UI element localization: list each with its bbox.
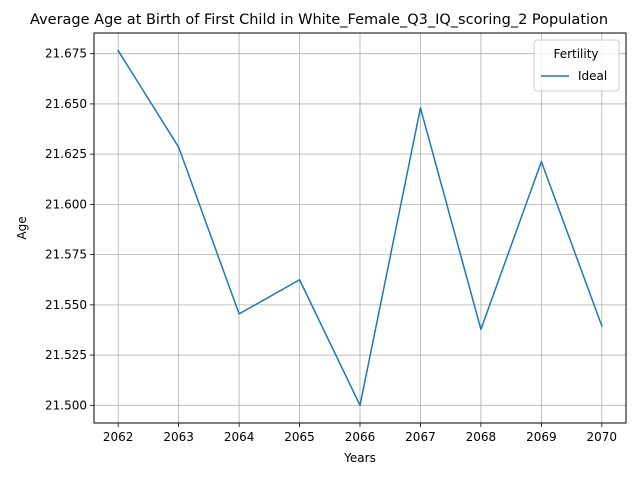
chart-title: Average Age at Birth of First Child in W… [30, 12, 608, 28]
x-tick-label: 2068 [466, 430, 497, 444]
legend: Fertility Ideal [533, 39, 620, 92]
x-tick-label: 2070 [587, 430, 618, 444]
y-tick-label: 21.675 [45, 47, 87, 61]
x-axis: 2062 2063 2064 2065 2066 2067 2068 2069 2070 [103, 423, 617, 444]
x-axis-title: Years [343, 451, 376, 465]
x-tick-label: 2069 [526, 430, 557, 444]
legend-title: Fertility [553, 47, 598, 61]
y-tick-label: 21.650 [45, 97, 87, 111]
y-tick-label: 21.575 [45, 248, 87, 262]
y-tick-label: 21.600 [45, 197, 87, 211]
series-layer [117, 49, 603, 407]
y-tick-label: 21.550 [45, 298, 87, 312]
x-tick-label: 2066 [345, 430, 376, 444]
x-tick-label: 2064 [224, 430, 255, 444]
legend-label-ideal: Ideal [578, 69, 607, 83]
legend-box [533, 39, 620, 92]
x-tick-label: 2065 [284, 430, 315, 444]
y-axis: 21.500 21.525 21.550 21.575 21.600 21.625 21.6… [45, 47, 94, 412]
x-tick-label: 2063 [163, 430, 194, 444]
y-tick-label: 21.500 [45, 398, 87, 412]
y-axis-title: Age [15, 216, 29, 239]
y-tick-label: 21.525 [45, 348, 87, 362]
y-tick-label: 21.625 [45, 147, 87, 161]
x-tick-label: 2062 [103, 430, 134, 444]
x-tick-label: 2067 [405, 430, 436, 444]
